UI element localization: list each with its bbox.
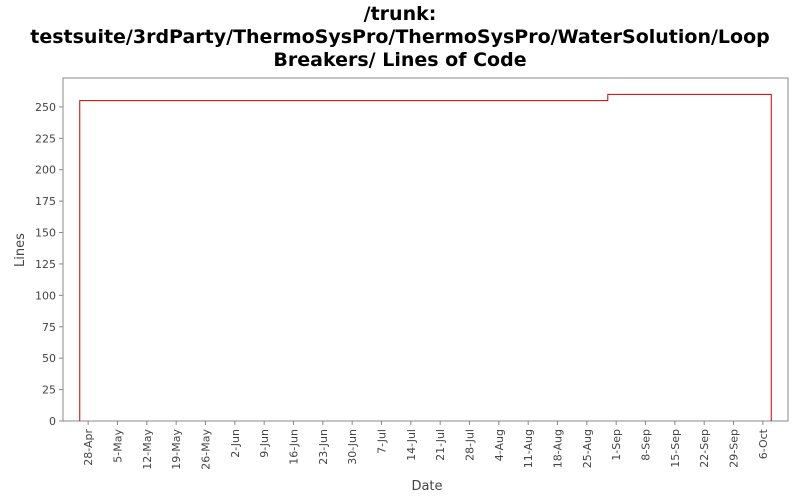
y-tick-label: 75: [42, 321, 56, 334]
plot-area: [62, 77, 789, 422]
y-tick-label: 150: [35, 227, 56, 240]
y-tick-label: 50: [42, 352, 56, 365]
y-tick-label: 250: [35, 101, 56, 114]
x-tick-label: 18-Aug: [552, 429, 565, 468]
x-tick-label: 11-Aug: [522, 429, 535, 468]
x-tick-label: 1-Sep: [610, 429, 623, 461]
y-tick-label: 200: [35, 164, 56, 177]
x-tick-label: 19-May: [170, 429, 183, 470]
chart-title: Breakers/ Lines of Code: [273, 49, 526, 71]
x-tick-label: 12-May: [141, 429, 154, 470]
y-tick-label: 225: [35, 132, 56, 145]
data-line: [79, 93, 772, 421]
chart-title: testsuite/3rdParty/ThermoSysPro/ThermoSy…: [30, 26, 770, 48]
y-tick-label: 0: [49, 415, 56, 428]
x-tick-label: 4-Aug: [493, 429, 506, 461]
x-tick-label: 2-Jun: [229, 429, 242, 458]
x-tick-label: 23-Jun: [317, 429, 330, 465]
x-tick-label: 29-Sep: [728, 429, 741, 468]
x-tick-label: 28-Apr: [82, 429, 95, 466]
chart-title: /trunk:: [364, 3, 437, 25]
x-tick-label: 14-Jul: [405, 429, 418, 461]
y-tick-label: 25: [42, 384, 56, 397]
x-axis-label: Date: [411, 479, 442, 494]
y-tick-label: 175: [35, 195, 56, 208]
x-tick-label: 28-Jul: [464, 429, 477, 461]
x-tick-label: 9-Jun: [258, 429, 271, 458]
x-tick-label: 26-May: [199, 429, 212, 470]
x-tick-label: 6-Oct: [757, 428, 770, 459]
x-tick-label: 15-Sep: [669, 429, 682, 468]
y-axis-label: Lines: [13, 233, 28, 267]
x-tick-label: 30-Jun: [346, 429, 359, 465]
x-tick-label: 7-Jul: [375, 429, 388, 454]
x-tick-label: 21-Jul: [434, 429, 447, 461]
y-tick-label: 125: [35, 258, 56, 271]
x-tick-label: 25-Aug: [581, 429, 594, 468]
x-tick-label: 8-Sep: [640, 429, 653, 461]
x-tick-label: 22-Sep: [698, 429, 711, 468]
x-tick-label: 16-Jun: [287, 429, 300, 465]
y-tick-label: 100: [35, 289, 56, 302]
x-tick-label: 5-May: [111, 429, 124, 463]
